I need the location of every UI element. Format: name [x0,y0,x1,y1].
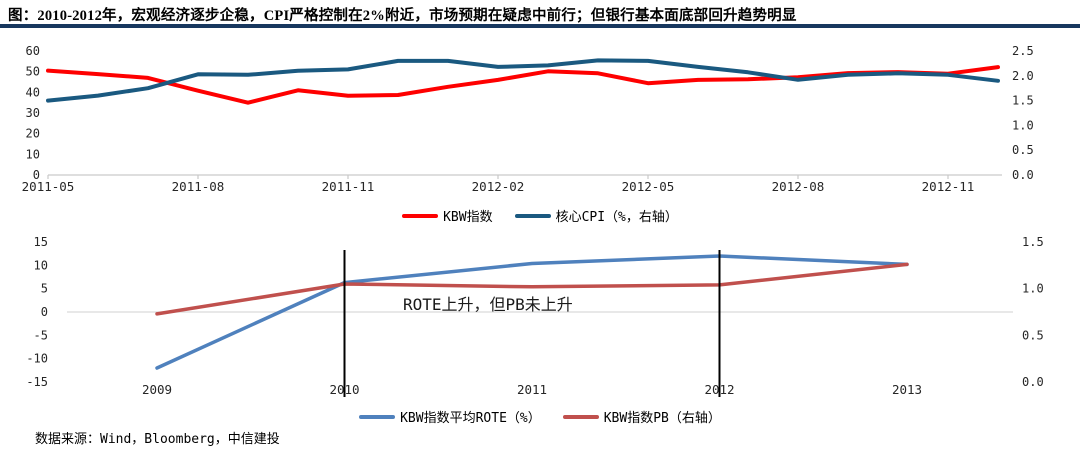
left-axis-tick-label: 10 [26,147,40,161]
right-axis-tick-label: 1.0 [1022,282,1044,296]
x-axis-tick-label: 2010 [329,382,359,397]
x-axis-tick-label: 2012-05 [622,179,675,194]
left-axis-tick-label: 0 [33,168,40,182]
x-axis-tick-label: 2012-08 [772,179,825,194]
x-axis-tick-label: 2011-08 [172,179,225,194]
x-axis-tick-label: 2011-11 [322,179,375,194]
left-axis-tick-label: -15 [26,375,48,389]
title-divider [0,24,1080,28]
legend-label-rote: KBW指数平均ROTE（%） [400,411,541,426]
right-axis-tick-label: 2.0 [1012,69,1034,83]
pb-line-swatch [562,414,599,419]
left-axis-tick-label: 15 [34,235,48,249]
series-line-1 [155,262,909,316]
right-axis-tick-label: 2.5 [1012,44,1034,58]
left-axis-tick-label: 10 [34,258,48,272]
left-axis-tick-label: -10 [26,352,48,366]
legend-label-pb: KBW指数PB（右轴） [603,411,721,426]
x-axis-tick-label: 2012-02 [472,179,525,194]
left-axis-tick-label: 5 [41,282,48,296]
x-axis-tick-label: 2009 [142,382,172,397]
right-axis-tick-label: 1.5 [1022,235,1044,249]
top-chart-legend: KBW指数 核心CPI（%，右轴） [0,206,1080,225]
right-axis-tick-label: 1.0 [1012,118,1034,132]
left-axis-tick-label: 50 [26,65,40,79]
right-axis-tick-label: 0.0 [1022,375,1044,389]
left-axis-tick-label: 40 [26,85,40,99]
legend-label-core-cpi: 核心CPI（%，右轴） [555,210,678,225]
series-line-0 [155,254,909,370]
left-axis-tick-label: 30 [26,106,40,120]
core-cpi-line-swatch [514,213,551,218]
legend-item-pb: KBW指数PB（右轴） [562,407,721,426]
series-line-1 [46,58,1000,103]
x-axis-tick-label: 2011-05 [22,179,75,194]
data-source: 数据来源：Wind，Bloomberg，中信建投 [35,432,280,447]
x-axis-tick-label: 2012 [704,382,734,397]
x-axis-tick-label: 2011 [517,382,547,397]
kbw-index-line-swatch [402,213,439,218]
right-axis-tick-label: 1.5 [1012,94,1034,108]
legend-item-core-cpi: 核心CPI（%，右轴） [514,206,678,225]
chart-annotation: ROTE上升，但PB未上升 [403,295,573,314]
left-axis-tick-label: 0 [41,305,48,319]
legend-item-rote: KBW指数平均ROTE（%） [359,407,541,426]
left-axis-tick-label: 60 [26,44,40,58]
legend-label-kbw-index: KBW指数 [443,210,493,225]
rote-line-swatch [359,414,396,419]
left-axis-tick-label: 20 [26,127,40,141]
series-line-0 [46,65,1000,105]
bottom-chart-legend: KBW指数平均ROTE（%） KBW指数PB（右轴） [0,407,1080,426]
x-axis-tick-label: 2012-11 [922,179,975,194]
right-axis-tick-label: 0.5 [1012,143,1034,157]
right-axis-tick-label: 0.0 [1012,168,1034,182]
left-axis-tick-label: -5 [34,328,48,342]
legend-item-kbw-index: KBW指数 [402,206,493,225]
x-axis-tick-label: 2013 [892,382,922,397]
figure-title: 图：2010-2012年，宏观经济逐步企稳，CPI严格控制在2%附近，市场预期在… [8,8,797,24]
right-axis-tick-label: 0.5 [1022,328,1044,342]
